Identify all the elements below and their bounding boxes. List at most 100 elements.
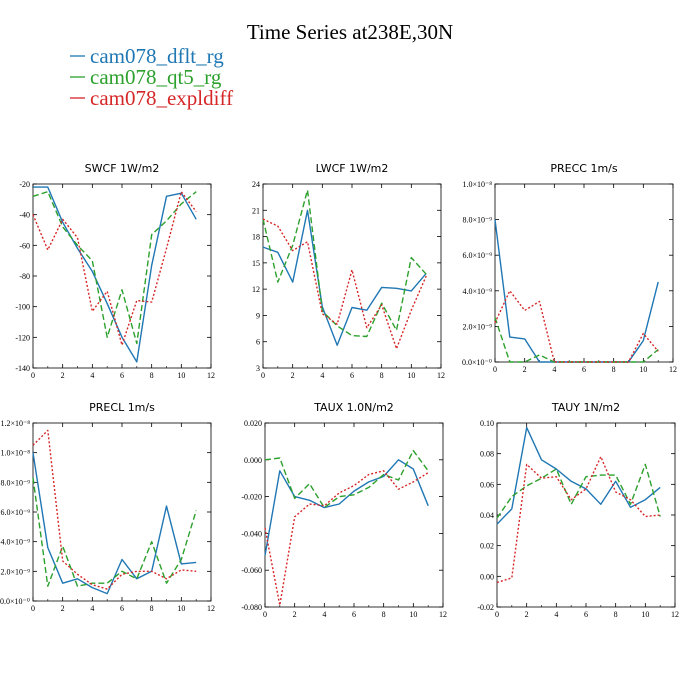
y-tick-label: 6.0×10⁻⁹ (462, 251, 492, 260)
x-tick-label: 4 (320, 371, 324, 380)
y-tick-label: 8.0×10⁻⁹ (462, 216, 492, 225)
plot-frame (264, 422, 444, 608)
legend-label-dflt: cam078_dflt_rg (90, 44, 224, 68)
y-tick-label: 4.0×10⁻⁹ (462, 287, 492, 296)
y-tick-label: -60 (19, 241, 30, 250)
y-tick-label: 21 (252, 206, 260, 215)
y-tick-label: -0.040 (241, 529, 262, 538)
legend-label-expldiff: cam078_expldiff (90, 86, 233, 110)
y-tick-label: 0.02 (480, 542, 494, 551)
y-tick-label: -0.020 (241, 493, 262, 502)
x-tick-label: 12 (669, 365, 677, 374)
x-tick-label: 10 (177, 371, 185, 380)
x-tick-label: 4 (552, 365, 556, 374)
x-tick-label: 6 (350, 371, 354, 380)
x-tick-label: 6 (120, 604, 124, 613)
y-tick-label: -40 (19, 211, 30, 220)
series-line-dflt (494, 219, 659, 363)
legend-label-qt5: cam078_qt5_rg (90, 65, 222, 89)
y-tick-label: 0.0×10⁻⁰ (462, 358, 492, 367)
x-tick-label: 6 (582, 365, 586, 374)
x-tick-label: 8 (150, 371, 154, 380)
x-tick-label: 0 (263, 610, 267, 619)
x-tick-label: 2 (293, 610, 297, 619)
y-tick-label: 0.04 (480, 511, 494, 520)
panel-title: TAUX 1.0N/m2 (313, 401, 394, 414)
y-tick-label: 6.0×10⁻⁹ (0, 508, 30, 517)
panel-title: PRECL 1m/s (89, 401, 155, 414)
y-tick-label: 0.06 (480, 480, 494, 489)
series-line-expldiff (264, 470, 429, 606)
series-line-dflt (496, 426, 661, 525)
x-tick-label: 10 (407, 371, 415, 380)
legend: cam078_dflt_rg cam078_qt5_rg cam078_expl… (70, 44, 233, 110)
y-tick-label: -20 (19, 180, 30, 189)
panel-title: TAUY 1N/m2 (551, 401, 620, 414)
y-tick-label: -140 (15, 364, 30, 373)
x-tick-label: 6 (120, 371, 124, 380)
panel-precl: PRECL 1m/s 0 2 4 6 8 10 12 1.2×10⁻⁸ 1.0×10⁻⁸ 8.0×1… (0, 401, 215, 613)
y-tick-label: 9 (256, 311, 260, 320)
y-tick-label: 8.0×10⁻⁹ (0, 478, 30, 487)
series-line-qt5 (496, 463, 661, 519)
y-tick-label: 1.0×10⁻⁸ (462, 180, 492, 189)
x-tick-label: 0 (261, 371, 265, 380)
y-tick-label: -0.060 (241, 566, 262, 575)
y-tick-label: -0.02 (477, 603, 494, 612)
x-tick-label: 4 (90, 604, 94, 613)
panel-swcf: SWCF 1W/m2 0 2 4 6 8 10 12 -20 -40 -60 -80 -100 -120 -… (15, 162, 215, 380)
x-tick-label: 8 (612, 365, 616, 374)
y-tick-label: 12 (252, 285, 260, 294)
x-tick-label: 12 (207, 371, 215, 380)
plot-frame (32, 183, 212, 369)
x-tick-label: 12 (671, 610, 679, 619)
x-tick-label: 12 (439, 610, 447, 619)
series-line-qt5 (32, 190, 197, 345)
y-tick-label: -100 (15, 303, 30, 312)
y-tick-label: 3 (256, 364, 260, 373)
y-tick-label: 1.0×10⁻⁸ (0, 449, 30, 458)
y-tick-label: 18 (252, 233, 260, 242)
panel-tauy: TAUY 1N/m2 0 2 4 6 8 10 12 0.10 0.08 0.06 0.04 0.02 0… (477, 401, 679, 619)
x-tick-label: 6 (584, 610, 588, 619)
figure-title: Time Series at238E,30N (247, 20, 453, 44)
x-tick-label: 12 (437, 371, 445, 380)
x-tick-label: 0 (495, 610, 499, 619)
series-line-expldiff (496, 456, 661, 584)
series-line-qt5 (32, 477, 197, 587)
x-tick-label: 8 (150, 604, 154, 613)
series-line-qt5 (262, 189, 427, 338)
x-tick-label: 8 (380, 371, 384, 380)
y-tick-label: 2.0×10⁻⁹ (462, 322, 492, 331)
x-tick-label: 2 (61, 371, 65, 380)
x-tick-label: 4 (322, 610, 326, 619)
panel-title: SWCF 1W/m2 (85, 162, 160, 175)
series-line-expldiff (262, 218, 427, 350)
x-tick-label: 0 (31, 371, 35, 380)
x-tick-label: 10 (177, 604, 185, 613)
panels: SWCF 1W/m20 2 4 6 8 10 12-20-40-60-80-100-120-… (0, 162, 679, 619)
y-tick-label: -80 (19, 272, 30, 281)
x-tick-label: 8 (382, 610, 386, 619)
series-line-expldiff (494, 290, 659, 363)
y-tick-label: 0.00 (480, 572, 494, 581)
x-tick-label: 4 (554, 610, 558, 619)
y-tick-label: 24 (252, 180, 260, 189)
x-tick-label: 10 (639, 365, 647, 374)
plot-frame (494, 183, 674, 363)
series-line-qt5 (494, 317, 659, 363)
y-tick-label: 15 (252, 259, 260, 268)
x-tick-label: 0 (31, 604, 35, 613)
y-tick-label: 0.020 (244, 419, 262, 428)
y-tick-label: 0.10 (480, 419, 494, 428)
panel-title: LWCF 1W/m2 (316, 162, 389, 175)
series-line-dflt (262, 209, 427, 346)
y-tick-label: 0.000 (244, 456, 262, 465)
series-line-dflt (32, 452, 197, 595)
series-line-dflt (264, 459, 429, 556)
y-tick-label: 4.0×10⁻⁹ (0, 538, 30, 547)
x-tick-label: 2 (61, 604, 65, 613)
x-tick-label: 2 (525, 610, 529, 619)
